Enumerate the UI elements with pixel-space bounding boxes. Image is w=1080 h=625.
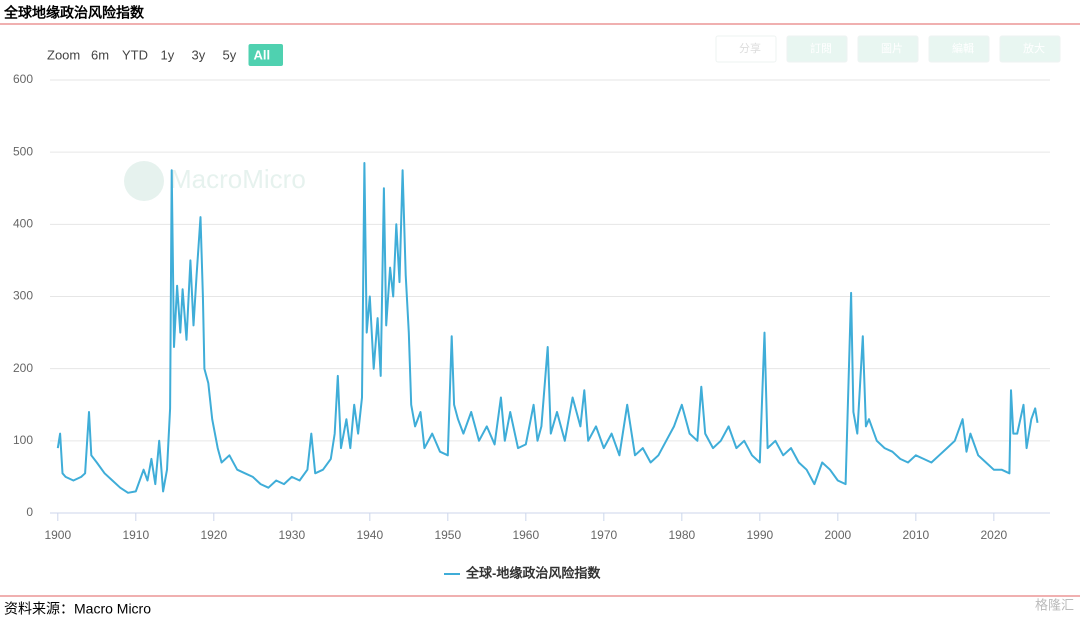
range-button[interactable]: 3y — [192, 47, 206, 62]
tool-button-label: 放大 — [1023, 41, 1045, 55]
y-tick-label: 500 — [13, 144, 33, 158]
logo: 格隆汇 — [1035, 597, 1074, 612]
range-button[interactable]: YTD — [122, 47, 148, 62]
y-tick-label: 400 — [13, 217, 33, 231]
series-line — [56, 162, 1039, 494]
tool-button-label: 圖片 — [881, 42, 903, 55]
y-tick-label: 100 — [13, 433, 33, 447]
zoom-label: Zoom — [47, 47, 80, 62]
x-tick-label: 1980 — [668, 528, 695, 542]
y-tick-label: 200 — [13, 361, 33, 375]
x-tick-label: 1910 — [122, 528, 149, 542]
tool-button-label: 分享 — [739, 41, 761, 55]
x-tick-label: 1990 — [746, 528, 773, 542]
legend-label[interactable]: 全球-地缘政治风险指数 — [465, 565, 601, 580]
watermark-logo — [124, 161, 164, 201]
tool-button-label: 編輯 — [952, 41, 974, 55]
watermark: MacroMicro — [170, 164, 306, 194]
x-tick-label: 1950 — [434, 528, 461, 542]
range-button-bg — [248, 44, 283, 66]
x-tick-label: 1930 — [278, 528, 305, 542]
x-tick-label: 2020 — [980, 528, 1007, 542]
x-tick-label: 1940 — [356, 528, 383, 542]
tool-button-label: 訂閱 — [810, 41, 832, 55]
tool-button[interactable] — [999, 35, 1061, 63]
x-tick-label: 1960 — [512, 528, 539, 542]
tool-button[interactable] — [857, 35, 919, 63]
range-button[interactable]: All — [254, 47, 271, 62]
range-button[interactable]: 1y — [161, 47, 175, 62]
y-tick-label: 0 — [26, 505, 33, 519]
source: 资料来源：Macro Micro — [4, 601, 151, 617]
x-tick-label: 1970 — [590, 528, 617, 542]
title: 全球地缘政治风险指数 — [3, 5, 145, 21]
x-tick-label: 1920 — [200, 528, 227, 542]
x-tick-label: 2000 — [824, 528, 851, 542]
x-tick-label: 1900 — [44, 528, 71, 542]
range-button[interactable]: 6m — [91, 47, 109, 62]
tool-button[interactable] — [786, 35, 848, 63]
x-tick-label: 2010 — [902, 528, 929, 542]
y-tick-label: 300 — [13, 289, 33, 303]
y-tick-label: 600 — [13, 72, 33, 86]
tool-button[interactable] — [715, 35, 777, 63]
tool-button[interactable] — [928, 35, 990, 63]
range-button[interactable]: 5y — [223, 47, 237, 62]
